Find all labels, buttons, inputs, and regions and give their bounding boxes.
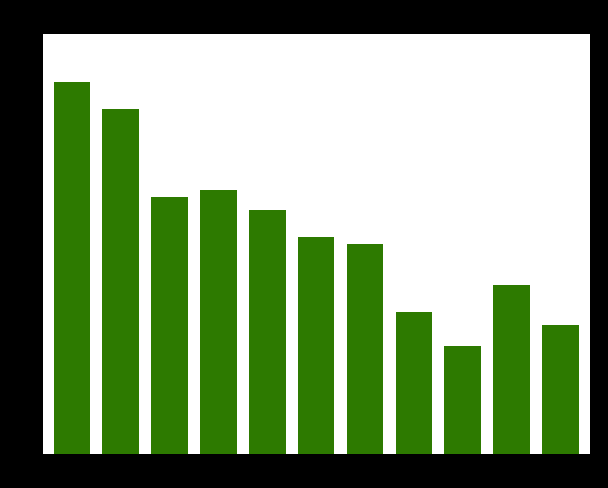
Bar — [542, 325, 579, 454]
Bar — [493, 285, 530, 454]
Bar — [347, 244, 383, 454]
Bar — [298, 237, 334, 454]
Bar — [151, 197, 188, 454]
Bar — [444, 346, 481, 454]
Bar — [200, 190, 237, 454]
Bar — [396, 312, 432, 454]
Bar — [249, 210, 286, 454]
Bar — [102, 109, 139, 454]
Bar — [54, 81, 90, 454]
